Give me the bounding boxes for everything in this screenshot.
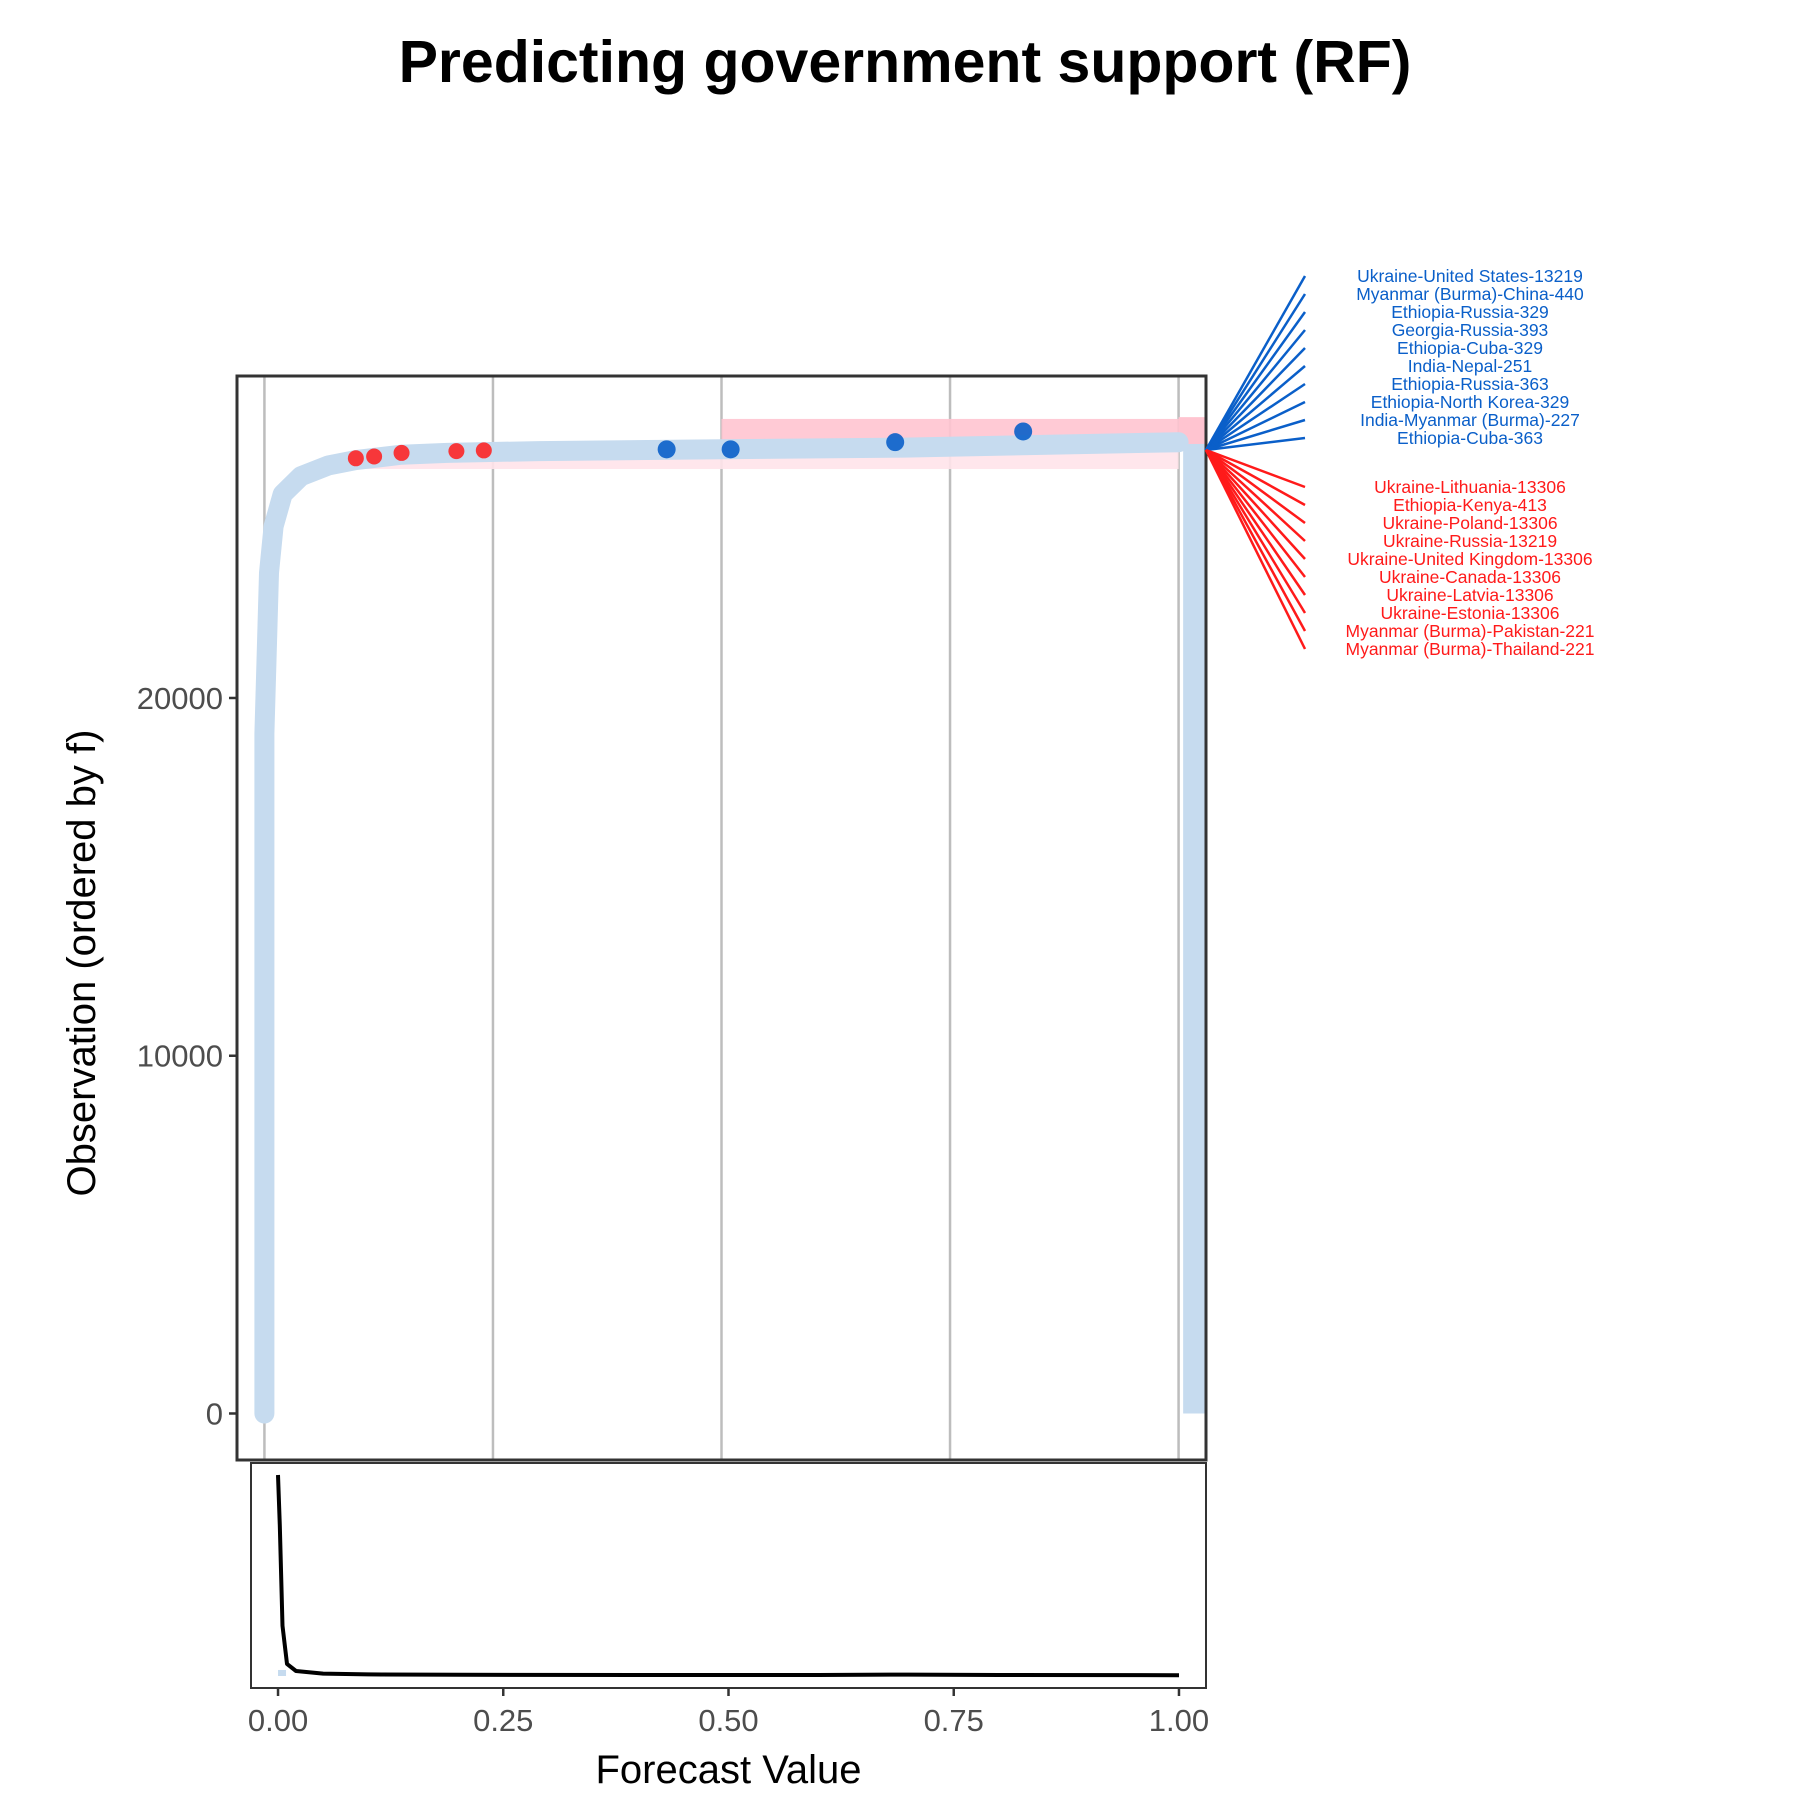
label-blue-8: India-Myanmar (Burma)-227 — [1360, 410, 1580, 430]
label-red-4: Ukraine-United Kingdom-13306 — [1347, 549, 1592, 569]
label-red-8: Myanmar (Burma)-Pakistan-221 — [1346, 621, 1595, 641]
outcome-band — [1183, 440, 1206, 1414]
label-line-blue-7 — [1205, 400, 1306, 452]
label-line-red-0 — [1205, 448, 1306, 489]
point-red-4 — [475, 442, 492, 459]
label-line-red-9 — [1204, 449, 1307, 650]
label-blue-9: Ethiopia-Cuba-363 — [1397, 428, 1543, 448]
y-tick-label-2: 20000 — [137, 681, 223, 716]
label-line-red-5 — [1205, 449, 1306, 578]
label-line-red-2 — [1205, 448, 1306, 525]
density-panel-border — [250, 1462, 1207, 1689]
x-tick-label-4: 1.00 — [1149, 1703, 1209, 1738]
label-blue-3: Georgia-Russia-393 — [1392, 320, 1549, 340]
density-curve — [276, 1474, 1180, 1678]
y-tick-label-0: 0 — [206, 1396, 223, 1431]
point-red-0 — [347, 450, 364, 467]
density-panel — [250, 1462, 1207, 1689]
label-blue-0: Ukraine-United States-13219 — [1357, 266, 1583, 286]
label-line-blue-6 — [1205, 382, 1306, 452]
label-red-2: Ukraine-Poland-13306 — [1382, 513, 1557, 533]
label-line-blue-8 — [1205, 418, 1306, 452]
label-line-red-8 — [1204, 449, 1307, 632]
label-red-1: Ethiopia-Kenya-413 — [1393, 495, 1547, 515]
x-tick-label-3: 0.75 — [924, 1703, 984, 1738]
label-blue-5: India-Nepal-251 — [1408, 356, 1533, 376]
label-line-red-7 — [1204, 449, 1307, 614]
label-line-blue-4 — [1205, 347, 1306, 451]
point-red-2 — [393, 444, 410, 461]
point-red-3 — [448, 443, 465, 460]
chart-title: Predicting government support (RF) — [398, 29, 1412, 95]
label-red-0: Ukraine-Lithuania-13306 — [1374, 477, 1566, 497]
label-red-3: Ukraine-Russia-13219 — [1383, 531, 1557, 551]
density-rug — [278, 1669, 287, 1676]
label-line-red-4 — [1205, 449, 1306, 560]
y-tick-label-1: 10000 — [137, 1039, 223, 1074]
main-panel-border — [235, 374, 1208, 1462]
label-line-blue-5 — [1205, 365, 1306, 451]
label-blue-4: Ethiopia-Cuba-329 — [1397, 338, 1543, 358]
label-line-blue-1 — [1204, 293, 1307, 451]
label-blue-1: Myanmar (Burma)-China-440 — [1356, 284, 1584, 304]
y-axis-label: Observation (ordered by f) — [60, 730, 104, 1197]
axis-layer: 0 10000 20000 Observation (ordered by f) 0.0… — [60, 681, 1209, 1792]
x-tick-label-2: 0.50 — [698, 1703, 758, 1738]
point-red-1 — [366, 448, 383, 465]
x-tick-label-1: 0.25 — [473, 1703, 533, 1738]
point-blue-3 — [1014, 422, 1033, 441]
label-line-red-1 — [1205, 448, 1306, 507]
label-line-blue-3 — [1205, 329, 1306, 451]
x-axis-label: Forecast Value — [595, 1748, 861, 1792]
label-line-blue-2 — [1204, 311, 1307, 451]
label-red-5: Ukraine-Canada-13306 — [1379, 567, 1561, 587]
label-blue-7: Ethiopia-North Korea-329 — [1371, 392, 1569, 412]
label-line-blue-0 — [1204, 275, 1307, 451]
series-curve — [254, 432, 1189, 1424]
label-line-blue-9 — [1205, 436, 1306, 452]
point-blue-1 — [721, 440, 740, 459]
label-blue-2: Ethiopia-Russia-329 — [1391, 302, 1549, 322]
label-red-7: Ukraine-Estonia-13306 — [1381, 603, 1560, 623]
label-line-red-6 — [1204, 449, 1307, 596]
label-line-red-3 — [1205, 449, 1306, 542]
point-blue-0 — [657, 440, 676, 459]
point-blue-2 — [886, 433, 905, 452]
label-red-6: Ukraine-Latvia-13306 — [1386, 585, 1553, 605]
label-blue-6: Ethiopia-Russia-363 — [1391, 374, 1549, 394]
main-panel — [235, 374, 1208, 1462]
x-tick-label-0: 0.00 — [248, 1703, 308, 1738]
label-red-9: Myanmar (Burma)-Thailand-221 — [1346, 639, 1595, 659]
